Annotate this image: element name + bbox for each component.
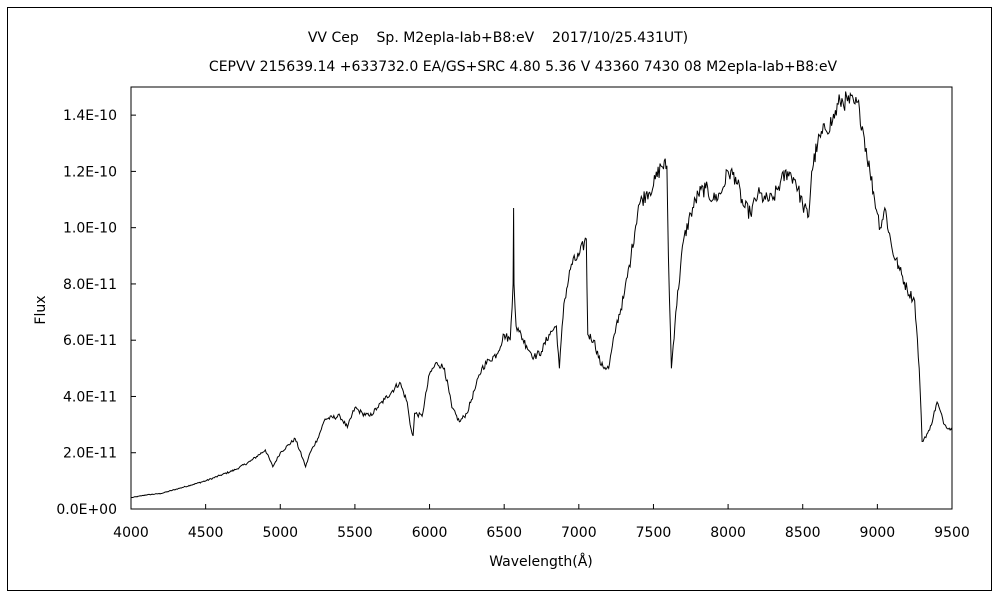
x-tick-label: 6500 — [486, 525, 522, 541]
x-tick-label: 7500 — [636, 525, 672, 541]
x-tick-label: 5500 — [337, 525, 373, 541]
plot-area — [130, 86, 953, 510]
x-tick-label: 6000 — [412, 525, 448, 541]
x-tick-label: 8000 — [710, 525, 746, 541]
x-tick-label: 9000 — [860, 525, 896, 541]
y-axis-label: Flux — [33, 295, 49, 324]
y-tick-label: 0.0E+00 — [56, 502, 117, 518]
y-tick-label: 2.0E-11 — [63, 446, 117, 462]
y-tick-label: 1.2E-10 — [63, 164, 117, 180]
y-tick-label: 1.4E-10 — [63, 108, 117, 124]
y-tick-label: 1.0E-10 — [63, 221, 117, 237]
x-tick-label: 5000 — [262, 525, 298, 541]
x-tick-label: 7000 — [561, 525, 597, 541]
x-tick-label: 9500 — [934, 525, 970, 541]
chart-title: VV Cep Sp. M2epIa-Iab+B8:eV 2017/10/25.4… — [308, 30, 688, 46]
series-line-spectrum — [130, 91, 953, 499]
x-tick-label: 8500 — [785, 525, 821, 541]
y-tick-label: 8.0E-11 — [63, 277, 117, 293]
x-axis: 4000 4500 5000 5500 6000 6500 7000 7500 8000 8500… — [113, 504, 970, 541]
y-axis: 0.0E+00 2.0E-11 4.0E-11 6.0E-11 8.0E-11 1.0E-… — [56, 108, 136, 518]
x-axis-label: Wavelength(Å) — [489, 553, 593, 570]
y-tick-label: 4.0E-11 — [63, 389, 117, 405]
chart-frame — [7, 7, 992, 591]
y-tick-label: 6.0E-11 — [63, 333, 117, 349]
x-tick-label: 4500 — [188, 525, 224, 541]
x-tick-label: 4000 — [113, 525, 149, 541]
chart-subtitle: CEPVV 215639.14 +633732.0 EA/GS+SRC 4.80… — [209, 59, 838, 75]
